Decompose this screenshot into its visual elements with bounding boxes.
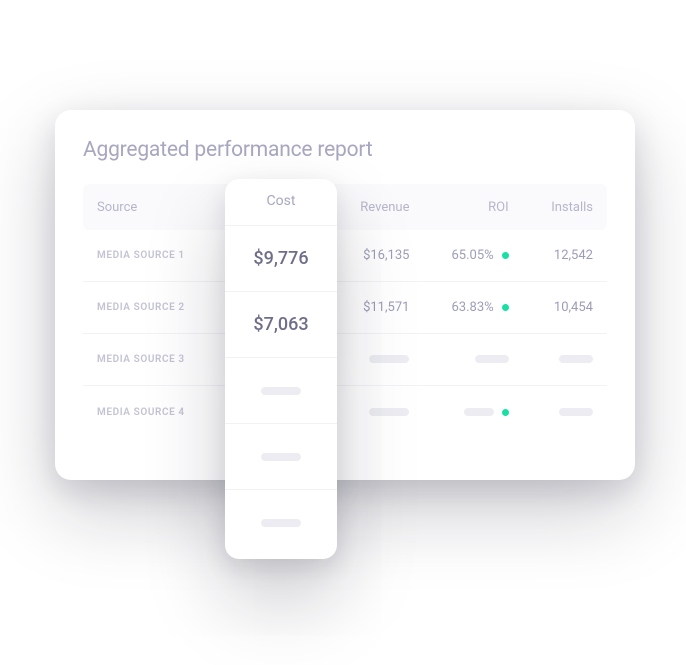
cost-popover-value — [225, 357, 337, 423]
table-row[interactable]: MEDIA SOURCE 3 — [83, 334, 607, 386]
skeleton-placeholder — [369, 355, 409, 363]
cell-source: MEDIA SOURCE 2 — [97, 302, 221, 313]
table-header-row: Source Revenue ROI Installs — [83, 184, 607, 230]
cell-source: MEDIA SOURCE 4 — [97, 407, 221, 418]
skeleton-placeholder — [369, 408, 409, 416]
status-dot-icon — [502, 409, 509, 416]
cell-roi: 65.05% — [409, 248, 508, 263]
table-row[interactable]: MEDIA SOURCE 2 $11,571 63.83% 10,454 — [83, 282, 607, 334]
cell-installs: 12,542 — [509, 248, 593, 263]
skeleton-placeholder — [261, 453, 301, 461]
table-row[interactable]: MEDIA SOURCE 4 — [83, 386, 607, 438]
report-title: Aggregated performance report — [83, 138, 607, 162]
cell-installs — [509, 405, 593, 420]
roi-value: 63.83% — [451, 300, 493, 315]
cost-popover-title: Cost — [225, 193, 337, 225]
report-card: Aggregated performance report Source Rev… — [55, 110, 635, 480]
status-dot-icon — [502, 252, 509, 259]
cell-roi — [409, 408, 508, 416]
cell-source: MEDIA SOURCE 1 — [97, 250, 221, 261]
col-roi: ROI — [409, 200, 508, 215]
col-installs: Installs — [509, 200, 593, 215]
skeleton-placeholder — [261, 387, 301, 395]
skeleton-placeholder — [559, 408, 593, 416]
skeleton-placeholder — [475, 355, 509, 363]
cell-roi: 63.83% — [409, 300, 508, 315]
skeleton-placeholder — [261, 519, 301, 527]
col-source: Source — [97, 200, 221, 215]
cell-installs: 10,454 — [509, 300, 593, 315]
table-row[interactable]: MEDIA SOURCE 1 $16,135 65.05% 12,542 — [83, 230, 607, 282]
status-dot-icon — [502, 304, 509, 311]
cost-popover-value — [225, 489, 337, 555]
skeleton-placeholder — [559, 355, 593, 363]
cost-popover-value: $7,063 — [225, 291, 337, 357]
cell-roi — [409, 352, 508, 367]
roi-value: 65.05% — [451, 248, 493, 263]
performance-table: Source Revenue ROI Installs MEDIA SOURCE… — [83, 184, 607, 438]
skeleton-placeholder — [464, 408, 494, 416]
cost-popover-value — [225, 423, 337, 489]
cost-popover-value: $9,776 — [225, 225, 337, 291]
cell-installs — [509, 352, 593, 367]
cost-popover: Cost $9,776 $7,063 — [225, 179, 337, 559]
cell-source: MEDIA SOURCE 3 — [97, 354, 221, 365]
